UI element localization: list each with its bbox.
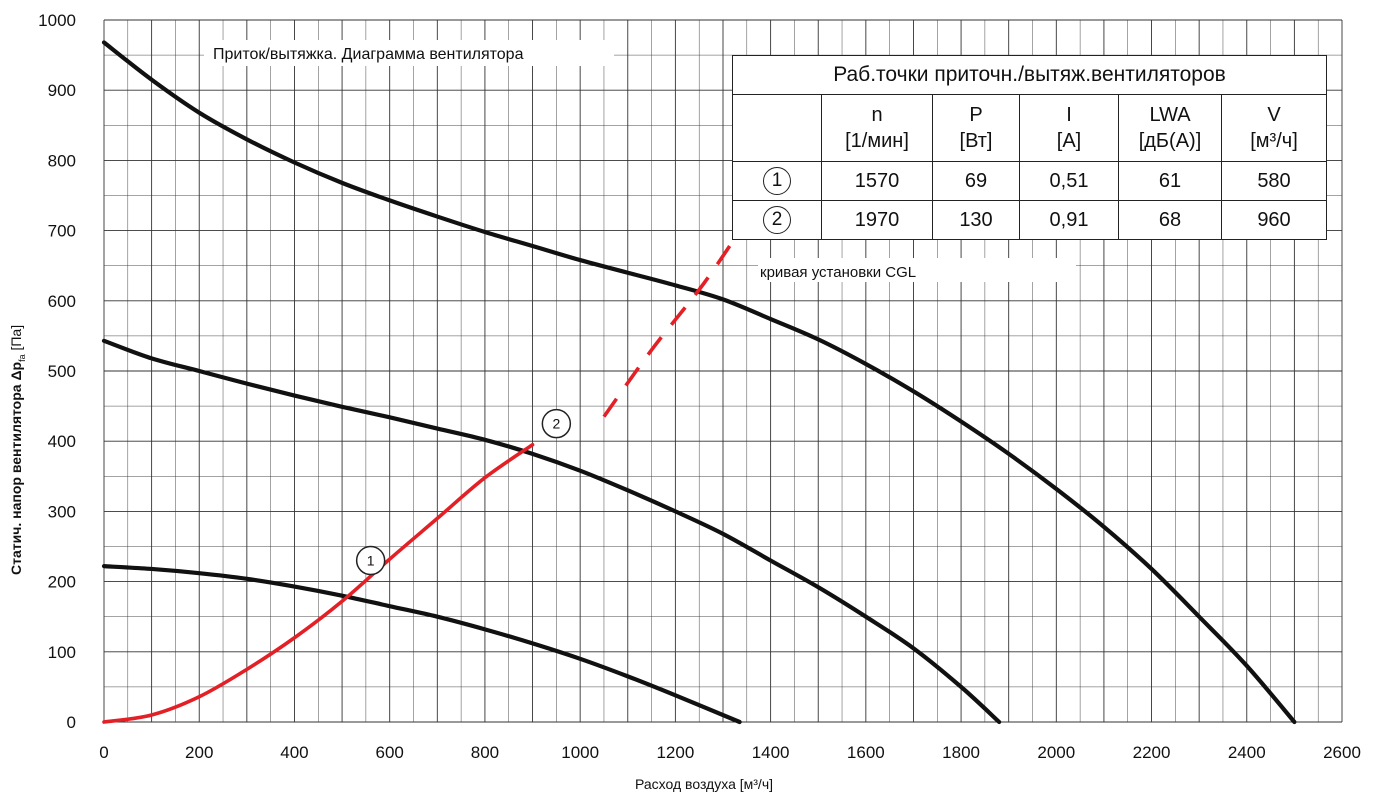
table-row: 2 1970 130 0,91 68 960 — [732, 200, 1327, 240]
header-v-name: V — [1267, 104, 1281, 126]
fan-curve-2 — [101, 338, 1002, 725]
x-tick-labels: 0 200 400 600 800 1000 1200 1400 1600 1800 2000 220… — [99, 743, 1361, 762]
cell-p: 69 — [932, 161, 1020, 201]
cell-i: 0,91 — [1019, 200, 1119, 240]
y-tick-label: 600 — [48, 292, 76, 311]
header-p: P [Вт] — [932, 94, 1020, 162]
table-title-row: Раб.точки приточн./вытяж.вентиляторов — [732, 55, 1327, 95]
fan-curve-3 — [101, 564, 742, 725]
y-tick-label: 500 — [48, 362, 76, 381]
x-tick-label: 200 — [185, 743, 213, 762]
y-tick-label: 400 — [48, 432, 76, 451]
x-tick-label: 600 — [376, 743, 404, 762]
system-curve-dashed — [602, 219, 749, 418]
operating-point-label: 1 — [367, 553, 375, 569]
header-v-unit: [м³/ч] — [1250, 130, 1298, 152]
y-tick-labels: 0 100 200 300 400 500 600 700 800 900 1000 — [38, 11, 76, 732]
table-header-row: n [1/мин] P [Вт] I [А] LWA [дБ(А)] V [м³/ч] — [732, 94, 1327, 162]
header-v: V [м³/ч] — [1221, 94, 1327, 162]
cell-p: 130 — [932, 200, 1020, 240]
header-p-unit: [Вт] — [959, 130, 993, 152]
row-marker-circle: 1 — [763, 167, 791, 195]
x-tick-label: 2400 — [1228, 743, 1266, 762]
x-tick-label: 2200 — [1133, 743, 1171, 762]
title-backdrop — [204, 40, 614, 66]
x-tick-label: 1800 — [942, 743, 980, 762]
header-n-unit: [1/мин] — [845, 130, 909, 152]
x-tick-label: 800 — [471, 743, 499, 762]
operating-point-markers: 12 — [355, 408, 572, 576]
y-tick-label: 300 — [48, 502, 76, 521]
x-tick-label: 2600 — [1323, 743, 1361, 762]
row-marker-cell: 2 — [732, 200, 822, 240]
cell-lwa: 68 — [1118, 200, 1222, 240]
y-axis-label: Статич. напор вентилятора Δpfa [Па] — [8, 325, 27, 575]
y-tick-label: 100 — [48, 643, 76, 662]
header-i: I [А] — [1019, 94, 1119, 162]
y-axis-label-main: Статич. напор вентилятора Δp — [8, 362, 24, 575]
y-tick-label: 700 — [48, 222, 76, 241]
system-curve-solid — [102, 442, 535, 724]
x-axis-label: Расход воздуха [м³/ч] — [635, 776, 773, 792]
system-curve-label-backdrop — [758, 258, 1076, 282]
system-curve-label: кривая установки CGL — [760, 264, 916, 281]
table-row: 1 1570 69 0,51 61 580 — [732, 161, 1327, 201]
cell-n: 1570 — [821, 161, 933, 201]
x-tick-label: 400 — [280, 743, 308, 762]
header-p-name: P — [969, 104, 983, 126]
row-marker-circle: 2 — [763, 206, 791, 234]
y-tick-label: 900 — [48, 81, 76, 100]
header-n: n [1/мин] — [821, 94, 933, 162]
header-lwa-name: LWA — [1149, 104, 1191, 126]
chart-title: Приток/вытяжка. Диаграмма вентилятора — [213, 46, 524, 63]
cell-i: 0,51 — [1019, 161, 1119, 201]
table-title: Раб.точки приточн./вытяж.вентиляторов — [732, 55, 1327, 95]
operating-point-marker — [355, 545, 386, 576]
y-tick-label: 800 — [48, 151, 76, 170]
x-tick-label: 0 — [99, 743, 108, 762]
header-n-name: n — [871, 104, 883, 126]
y-tick-label: 1000 — [38, 11, 76, 30]
operating-point-label: 2 — [552, 416, 560, 432]
x-tick-label: 1400 — [752, 743, 790, 762]
header-lwa: LWA [дБ(А)] — [1118, 94, 1222, 162]
operating-points-table: Раб.точки приточн./вытяж.вентиляторов n [… — [732, 55, 1327, 240]
x-tick-label: 1200 — [656, 743, 694, 762]
row-marker-cell: 1 — [732, 161, 822, 201]
header-i-name: I — [1066, 104, 1072, 126]
x-tick-label: 1000 — [561, 743, 599, 762]
cell-n: 1970 — [821, 200, 933, 240]
header-i-unit: [А] — [1056, 130, 1082, 152]
y-axis-label-subscript: fa — [17, 354, 27, 362]
header-empty-cell — [732, 94, 822, 162]
header-lwa-unit: [дБ(А)] — [1138, 130, 1202, 152]
fan-curve-1 — [101, 40, 1297, 725]
y-tick-label: 200 — [48, 573, 76, 592]
y-tick-label: 0 — [67, 713, 76, 732]
fan-curves — [101, 40, 1297, 725]
y-axis-label-unit: [Па] — [8, 325, 24, 355]
cell-v: 960 — [1221, 200, 1327, 240]
cell-lwa: 61 — [1118, 161, 1222, 201]
operating-point-marker — [541, 408, 572, 439]
cell-v: 580 — [1221, 161, 1327, 201]
x-tick-label: 2000 — [1037, 743, 1075, 762]
x-tick-label: 1600 — [847, 743, 885, 762]
